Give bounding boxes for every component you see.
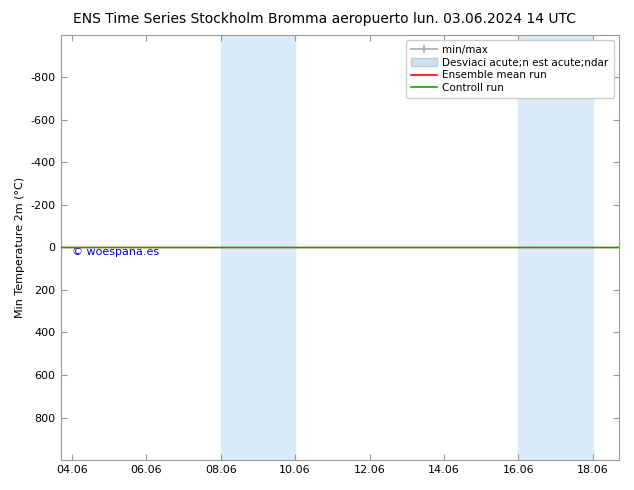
Bar — [519, 35, 556, 460]
Legend: min/max, Desviaci acute;n est acute;ndar, Ensemble mean run, Controll run: min/max, Desviaci acute;n est acute;ndar… — [406, 40, 614, 98]
Y-axis label: Min Temperature 2m (°C): Min Temperature 2m (°C) — [15, 177, 25, 318]
Bar — [258, 35, 295, 460]
Text: © woespana.es: © woespana.es — [72, 246, 159, 257]
Text: lun. 03.06.2024 14 UTC: lun. 03.06.2024 14 UTC — [413, 12, 576, 26]
Bar — [556, 35, 593, 460]
Bar — [221, 35, 258, 460]
Text: ENS Time Series Stockholm Bromma aeropuerto: ENS Time Series Stockholm Bromma aeropue… — [73, 12, 409, 26]
